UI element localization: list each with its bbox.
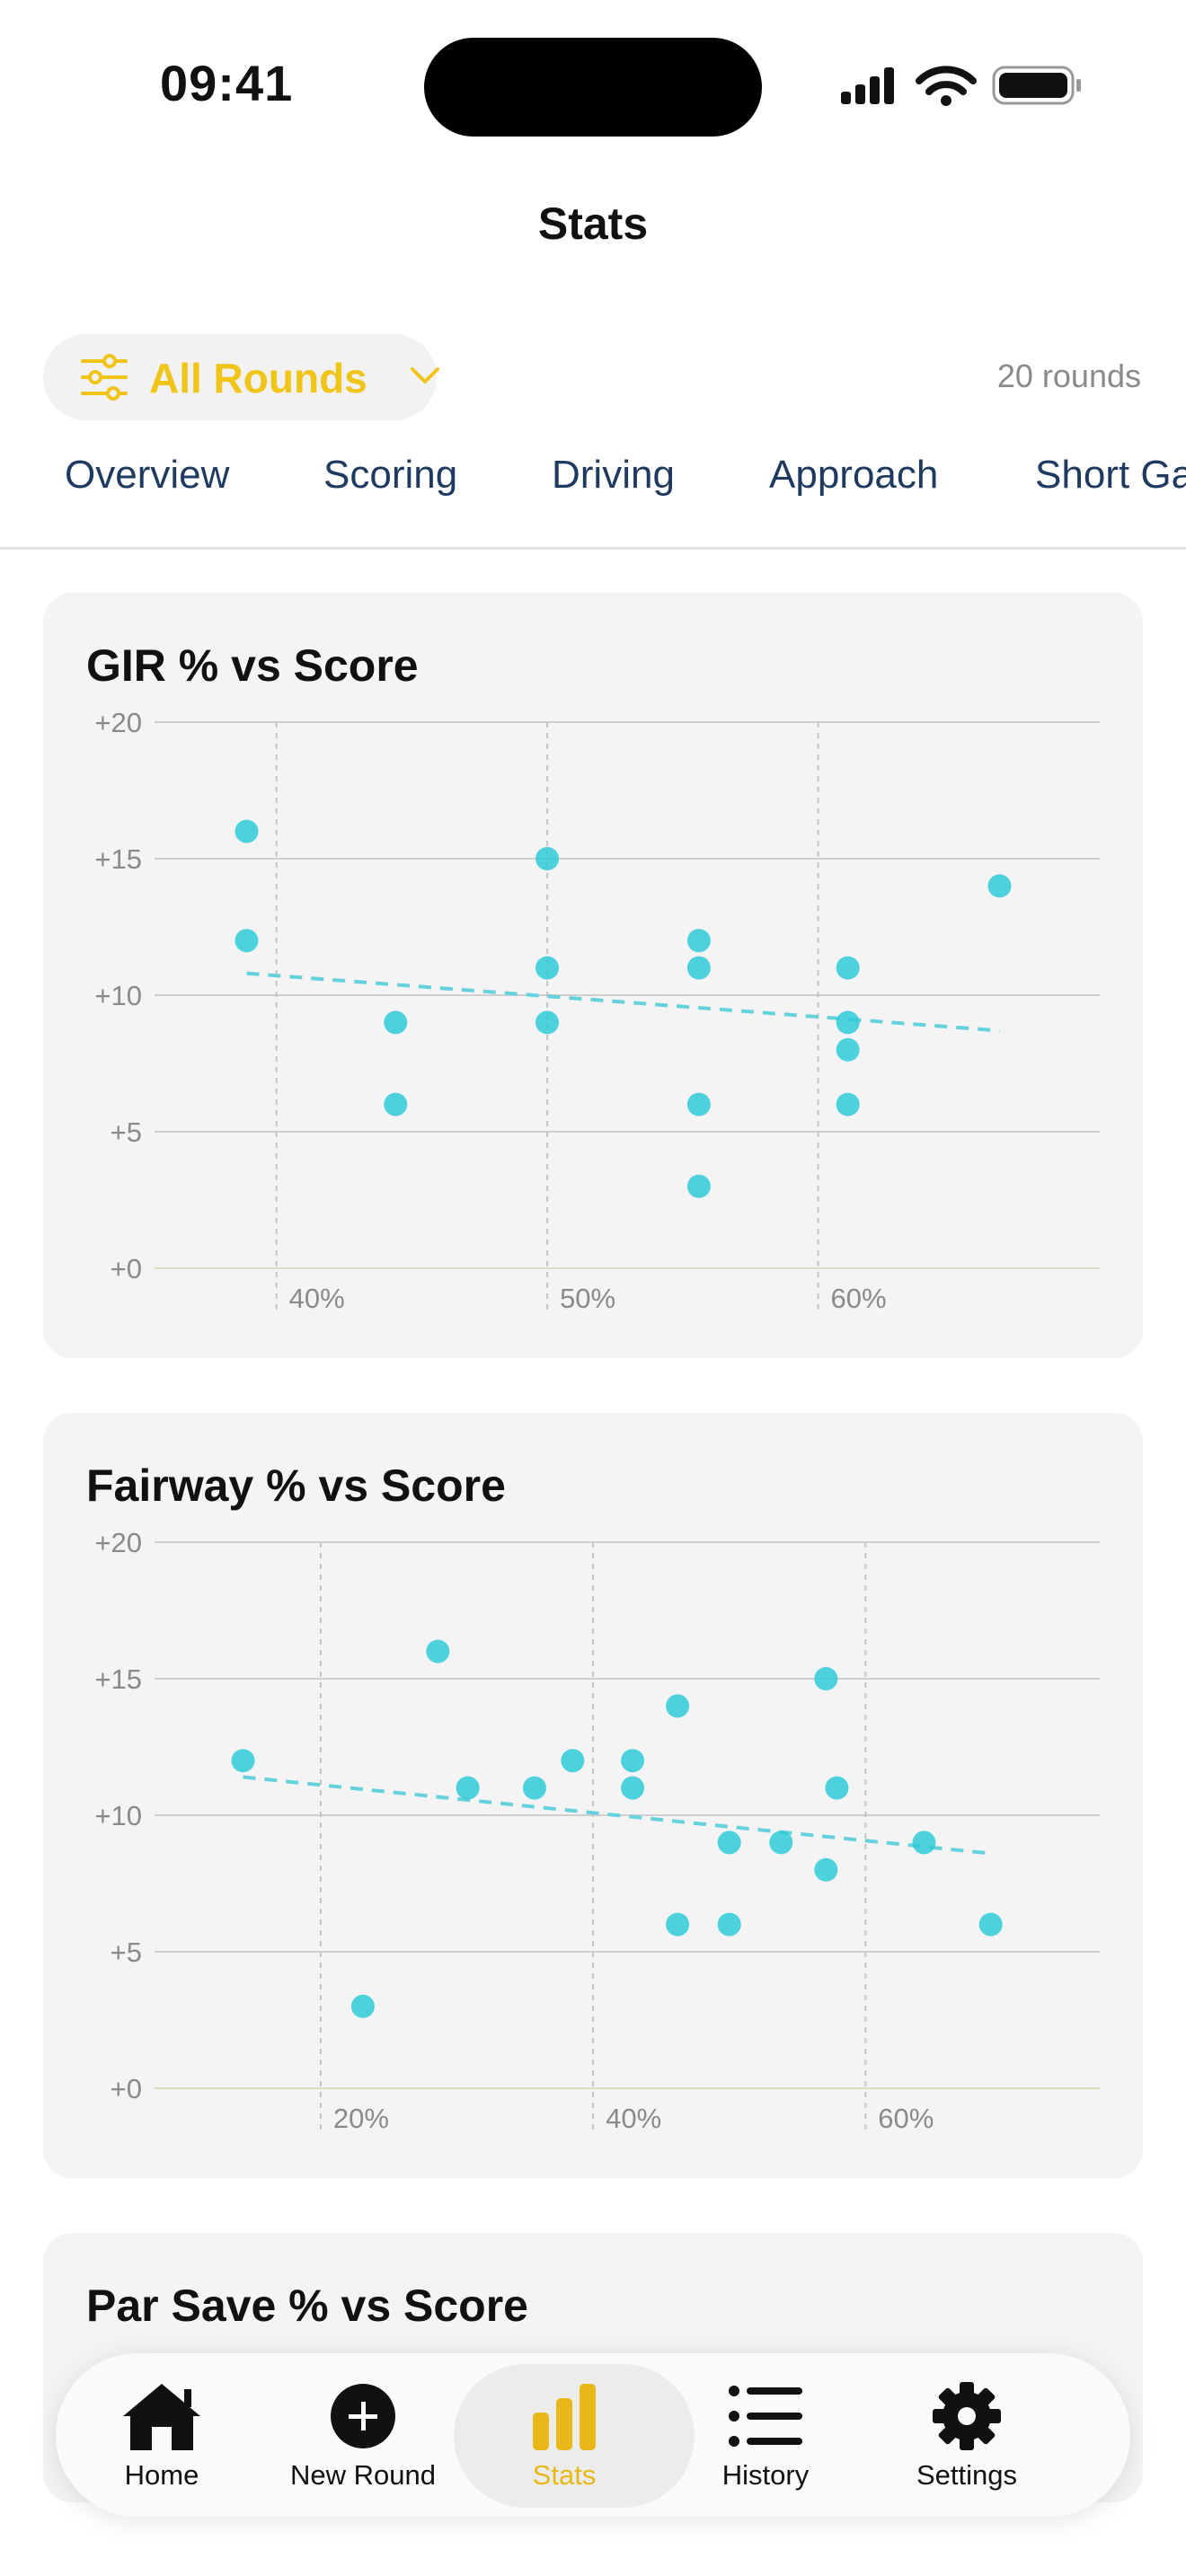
- tab-bar-item-settings[interactable]: Settings: [863, 2353, 1070, 2517]
- bottom-tab-bar: Home New Round Stats History: [56, 2353, 1130, 2517]
- data-point: [769, 1831, 793, 1855]
- tab-bar-label: New Round: [290, 2459, 436, 2491]
- house-icon: [123, 2384, 200, 2450]
- sliders-icon: [81, 354, 128, 401]
- filter-label: All Rounds: [149, 355, 367, 401]
- chart-title: GIR % vs Score: [86, 640, 419, 691]
- y-tick-label: +5: [111, 1116, 142, 1148]
- battery-icon: [992, 66, 1081, 105]
- data-point: [235, 819, 259, 843]
- y-tick-label: +10: [94, 980, 142, 1011]
- data-point: [717, 1831, 741, 1855]
- page-title: Stats: [537, 198, 649, 249]
- data-point: [561, 1749, 585, 1773]
- data-point: [686, 956, 711, 980]
- status-time: 09:41: [160, 55, 294, 111]
- x-tick-label: 50%: [560, 1283, 615, 1314]
- cellular-signal-icon: [841, 67, 894, 104]
- list-icon: [729, 2386, 802, 2447]
- data-point: [686, 1092, 711, 1116]
- active-tab-highlight: [454, 2364, 695, 2508]
- data-point: [535, 1010, 560, 1035]
- x-tick-label: 40%: [289, 1283, 345, 1314]
- y-tick-label: +20: [94, 1527, 142, 1558]
- x-tick-label: 40%: [606, 2103, 661, 2134]
- data-point: [836, 1037, 860, 1062]
- bar-chart-icon: [533, 2384, 596, 2450]
- tab-bar-item-home[interactable]: Home: [58, 2353, 265, 2517]
- data-point: [535, 847, 560, 870]
- wifi-icon: [916, 66, 977, 106]
- data-point: [814, 1667, 838, 1690]
- plus-circle-icon: [331, 2384, 395, 2448]
- chart-title: Par Save % vs Score: [86, 2280, 528, 2331]
- data-point: [456, 1776, 480, 1800]
- y-tick-label: +20: [94, 707, 142, 738]
- trend-line: [246, 971, 1000, 1033]
- y-tick-label: +0: [111, 2073, 142, 2104]
- x-tick-label: 20%: [333, 2103, 389, 2134]
- data-point: [836, 1092, 860, 1116]
- trend-line: [243, 1775, 991, 1856]
- data-point: [686, 929, 711, 953]
- tab-scoring[interactable]: Scoring: [323, 453, 458, 497]
- fairway-score-card: Fairway % vs Score +20 +15 +10 +5 +0 20% 40% 60…: [43, 1413, 1143, 2178]
- data-point: [384, 1092, 408, 1116]
- round-filter-dropdown[interactable]: All Rounds: [43, 334, 439, 420]
- tab-short-game[interactable]: Short Game: [1035, 453, 1186, 497]
- data-point: [350, 1994, 375, 2018]
- data-point: [231, 1749, 255, 1773]
- chart-title: Fairway % vs Score: [86, 1460, 506, 1511]
- data-point: [814, 1857, 838, 1882]
- data-point: [535, 956, 560, 980]
- dynamic-island: [424, 38, 762, 137]
- data-point: [912, 1831, 936, 1855]
- data-point: [836, 1010, 860, 1035]
- x-tick-label: 60%: [831, 1283, 887, 1314]
- x-tick-label: 60%: [878, 2103, 934, 2134]
- data-point: [621, 1776, 645, 1800]
- stats-tabs: Overview Scoring Driving Approach Short …: [0, 449, 1186, 550]
- tab-bar-item-history[interactable]: History: [662, 2353, 869, 2517]
- tab-overview[interactable]: Overview: [65, 453, 230, 497]
- fairway-score-scatter-chart: +20 +15 +10 +5 +0 20% 40% 60%: [94, 1527, 1100, 2134]
- y-tick-label: +10: [94, 1800, 142, 1831]
- tab-approach[interactable]: Approach: [769, 453, 939, 497]
- status-icons: [841, 66, 1081, 106]
- gear-icon: [933, 2382, 1001, 2450]
- tab-bar-item-new-round[interactable]: New Round: [260, 2353, 466, 2517]
- data-point: [384, 1010, 408, 1035]
- gir-score-card: GIR % vs Score +20 +15 +10 +5 +0 40% 50% 60%: [43, 593, 1143, 1358]
- data-point: [666, 1694, 690, 1718]
- data-point: [621, 1749, 645, 1773]
- data-point: [426, 1639, 450, 1663]
- data-point: [978, 1912, 1003, 1936]
- data-point: [987, 874, 1012, 898]
- status-bar: 09:41: [0, 0, 1186, 171]
- data-point: [666, 1912, 690, 1936]
- data-point: [235, 929, 259, 953]
- chevron-down-icon: [411, 367, 439, 384]
- y-tick-label: +15: [94, 1663, 142, 1695]
- y-tick-label: +5: [111, 1936, 142, 1968]
- tab-bar-label: Stats: [532, 2459, 597, 2491]
- y-tick-label: +0: [111, 1253, 142, 1284]
- data-point: [717, 1912, 741, 1936]
- data-point: [686, 1174, 711, 1198]
- data-point: [825, 1776, 849, 1800]
- y-tick-label: +15: [94, 843, 142, 875]
- data-point: [522, 1776, 546, 1800]
- tab-bar-item-stats[interactable]: Stats: [454, 2353, 695, 2517]
- tab-bar-label: History: [721, 2459, 810, 2491]
- round-count: 20 rounds: [996, 357, 1141, 394]
- tab-bar-label: Settings: [916, 2459, 1017, 2491]
- gir-score-scatter-chart: +20 +15 +10 +5 +0 40% 50% 60%: [94, 707, 1100, 1314]
- tab-bar-label: Home: [124, 2459, 199, 2491]
- tab-driving[interactable]: Driving: [552, 453, 675, 497]
- data-point: [836, 956, 860, 980]
